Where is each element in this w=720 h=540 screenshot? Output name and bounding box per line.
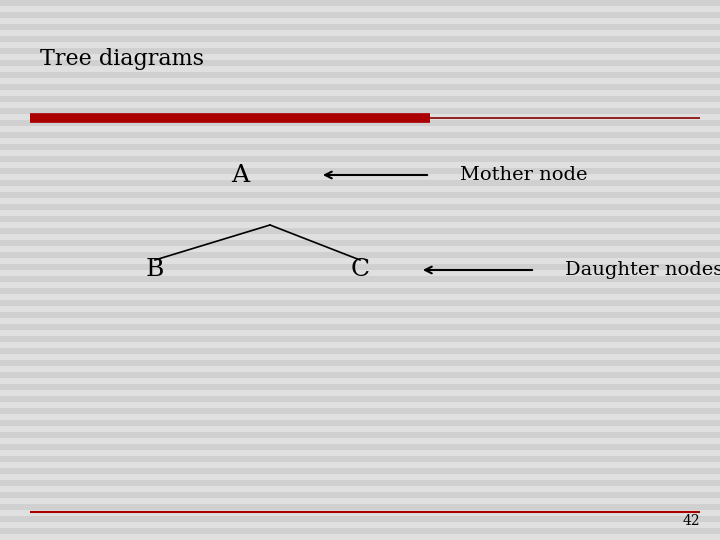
Bar xyxy=(0,60,720,66)
Bar xyxy=(0,306,720,312)
Bar xyxy=(0,138,720,144)
Bar xyxy=(0,144,720,150)
Bar xyxy=(0,480,720,486)
Bar xyxy=(0,384,720,390)
Bar xyxy=(0,66,720,72)
Bar xyxy=(0,216,720,222)
Bar xyxy=(0,294,720,300)
Bar xyxy=(0,522,720,528)
Bar xyxy=(0,330,720,336)
Text: A: A xyxy=(231,164,249,186)
Bar xyxy=(0,396,720,402)
Bar xyxy=(0,492,720,498)
Bar xyxy=(0,0,720,6)
Bar xyxy=(0,534,720,540)
Bar xyxy=(0,132,720,138)
Bar xyxy=(0,240,720,246)
Text: 42: 42 xyxy=(683,514,700,528)
Bar xyxy=(0,390,720,396)
Bar xyxy=(0,252,720,258)
Bar xyxy=(0,168,720,174)
Bar xyxy=(0,18,720,24)
Text: B: B xyxy=(146,259,164,281)
Bar xyxy=(0,276,720,282)
Bar xyxy=(0,360,720,366)
Bar xyxy=(0,72,720,78)
Bar xyxy=(0,30,720,36)
Bar xyxy=(0,342,720,348)
Bar xyxy=(0,318,720,324)
Bar xyxy=(0,114,720,120)
Bar xyxy=(0,288,720,294)
Bar xyxy=(0,258,720,264)
Text: Daughter nodes: Daughter nodes xyxy=(565,261,720,279)
Bar xyxy=(0,36,720,42)
Text: Mother node: Mother node xyxy=(460,166,588,184)
Bar xyxy=(0,198,720,204)
Bar xyxy=(0,264,720,270)
Bar xyxy=(0,414,720,420)
Bar xyxy=(0,438,720,444)
Bar xyxy=(0,282,720,288)
Bar xyxy=(0,324,720,330)
Bar xyxy=(0,498,720,504)
Bar xyxy=(0,78,720,84)
Bar xyxy=(0,120,720,126)
Bar xyxy=(0,204,720,210)
Bar xyxy=(0,180,720,186)
Bar xyxy=(0,510,720,516)
Bar xyxy=(0,222,720,228)
Bar xyxy=(0,48,720,54)
Bar xyxy=(0,456,720,462)
Bar xyxy=(0,504,720,510)
Bar xyxy=(0,270,720,276)
Bar xyxy=(0,108,720,114)
Bar xyxy=(0,6,720,12)
Bar xyxy=(0,102,720,108)
Bar xyxy=(0,234,720,240)
Bar xyxy=(0,210,720,216)
Bar xyxy=(0,126,720,132)
Bar xyxy=(0,156,720,162)
Bar xyxy=(0,432,720,438)
Bar xyxy=(0,96,720,102)
Bar xyxy=(0,462,720,468)
Bar xyxy=(0,300,720,306)
Bar xyxy=(0,246,720,252)
Bar xyxy=(0,366,720,372)
Bar xyxy=(0,420,720,426)
Bar xyxy=(0,336,720,342)
Bar xyxy=(0,12,720,18)
Bar xyxy=(0,150,720,156)
Bar xyxy=(0,228,720,234)
Bar xyxy=(0,192,720,198)
Bar xyxy=(0,372,720,378)
Bar xyxy=(0,468,720,474)
Bar xyxy=(0,408,720,414)
Bar xyxy=(0,486,720,492)
Bar xyxy=(0,378,720,384)
Bar xyxy=(0,24,720,30)
Bar xyxy=(0,516,720,522)
Text: Tree diagrams: Tree diagrams xyxy=(40,48,204,70)
Bar xyxy=(0,42,720,48)
Bar xyxy=(0,54,720,60)
Bar xyxy=(0,90,720,96)
Bar xyxy=(0,450,720,456)
Text: C: C xyxy=(351,259,369,281)
Bar xyxy=(0,402,720,408)
Bar xyxy=(0,186,720,192)
Bar xyxy=(0,528,720,534)
Bar xyxy=(0,444,720,450)
Bar xyxy=(0,426,720,432)
Bar xyxy=(0,174,720,180)
Bar xyxy=(0,354,720,360)
Bar xyxy=(0,312,720,318)
Bar xyxy=(0,474,720,480)
Bar xyxy=(0,348,720,354)
Bar xyxy=(0,84,720,90)
Bar xyxy=(0,162,720,168)
